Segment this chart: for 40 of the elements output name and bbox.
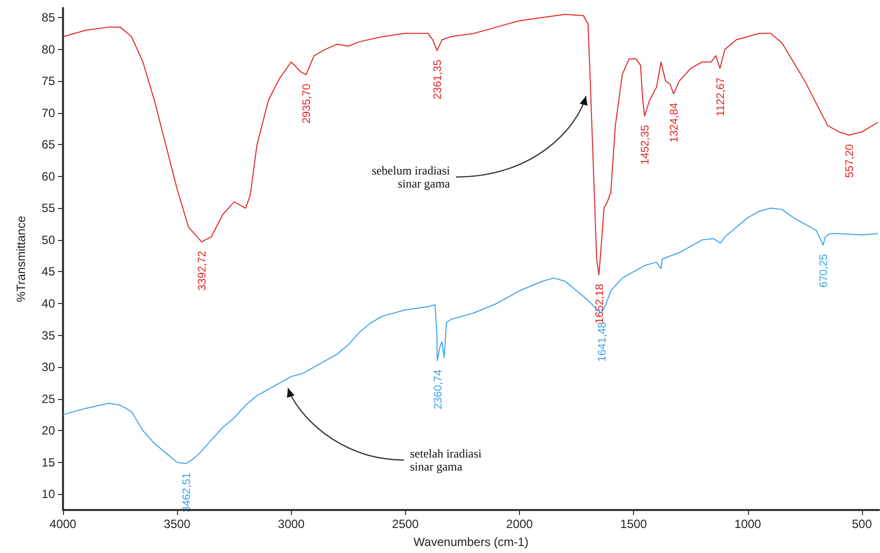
annotation: 1122,67 (714, 77, 727, 116)
x-tick-label: 2000 (506, 517, 534, 531)
line-series (62, 208, 878, 464)
annotation: 3392,72 (196, 250, 209, 291)
y-tick-label: 55 (42, 201, 56, 216)
x-tick-label: 1000 (734, 517, 762, 531)
annotation: 557,20 (844, 144, 856, 178)
x-tick-label: 1500 (620, 517, 648, 531)
y-tick-label: 15 (42, 455, 56, 470)
annotation: 1641,48 (596, 322, 608, 362)
y-tick-label: 30 (42, 360, 56, 374)
y-tick-label: 50 (42, 232, 56, 247)
x-tick-label: 3500 (164, 517, 191, 531)
y-tick-label: 65 (42, 138, 56, 152)
y-tick-label: 45 (42, 264, 56, 279)
y-tick-label: 10 (42, 487, 56, 502)
x-tick-label: 3000 (278, 517, 305, 531)
annotation: 2360,74 (432, 370, 444, 410)
x-tick-label: 2500 (392, 517, 420, 531)
y-tick-label: 40 (42, 296, 56, 310)
y-tick-label: 80 (42, 42, 56, 56)
y-tick-label: 70 (42, 106, 56, 120)
x-tick-label: 4000 (50, 517, 77, 531)
annotation: sebelum iradiasi sinar gama (372, 164, 451, 190)
annotation: 1452,35 (640, 125, 652, 165)
y-tick-label: 35 (42, 328, 56, 342)
x-axis-title: Wavenumbers (cm-1) (414, 535, 528, 549)
y-axis-title: %Transmittance (14, 216, 28, 302)
annotation: 1652,18 (594, 284, 606, 324)
y-tick-label: 75 (42, 74, 56, 88)
x-tick-label: 500 (852, 517, 872, 531)
y-tick-label: 85 (42, 10, 56, 25)
annotation: 2361,35 (432, 60, 444, 100)
y-tick-label: 60 (42, 169, 56, 184)
annotation: 670,25 (818, 254, 830, 288)
annotation: setelah iradiasi sinar gama (410, 446, 482, 474)
annotation: 2935,70 (301, 84, 314, 124)
y-tick-label: 25 (42, 392, 56, 406)
annotation: 1324,84 (668, 102, 681, 143)
y-tick-label: 20 (42, 424, 56, 438)
